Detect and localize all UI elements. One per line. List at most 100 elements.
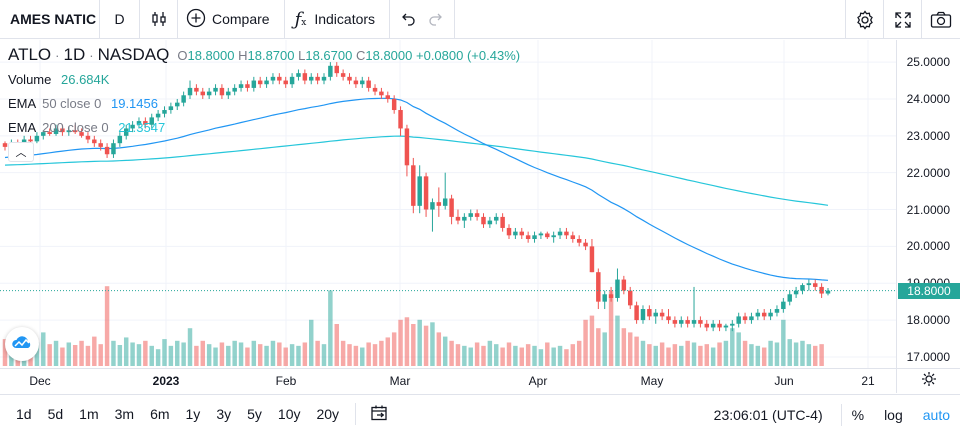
- candle-body: [328, 65, 333, 77]
- candle-body: [372, 87, 378, 92]
- volume-bar: [806, 344, 812, 366]
- ema200-legend[interactable]: EMA 200 close 0 21.3547: [8, 120, 165, 135]
- range-1y-button[interactable]: 1y: [185, 406, 201, 422]
- candle-body: [793, 290, 799, 295]
- ema50-legend[interactable]: EMA 50 close 0 19.1456: [8, 96, 158, 111]
- candle-body: [34, 135, 40, 142]
- price-chart[interactable]: [0, 40, 896, 368]
- candle-body: [825, 290, 831, 294]
- candle-body: [819, 286, 824, 294]
- candle-body: [679, 320, 684, 324]
- range-3y-button[interactable]: 3y: [216, 406, 232, 422]
- candle-body: [755, 312, 761, 317]
- price-tick-label: 24.0000: [906, 91, 950, 106]
- candle-body: [474, 213, 480, 217]
- volume-bar: [175, 340, 180, 366]
- volume-bar: [257, 344, 263, 366]
- interval-button[interactable]: D: [100, 0, 140, 39]
- redo-icon[interactable]: [428, 10, 444, 29]
- log-toggle[interactable]: log: [884, 406, 903, 423]
- candle-body: [130, 124, 135, 129]
- undo-icon[interactable]: [400, 10, 416, 29]
- range-20y-button[interactable]: 20y: [316, 406, 340, 422]
- candle-body: [730, 323, 735, 326]
- volume-bar: [608, 290, 614, 366]
- volume-bar: [494, 344, 499, 366]
- compare-button[interactable]: Compare: [178, 0, 285, 39]
- volume-bar: [468, 347, 473, 366]
- auto-toggle[interactable]: auto: [922, 406, 950, 423]
- volume-bar: [270, 340, 276, 366]
- ema200-line: [4, 135, 829, 206]
- camera-icon[interactable]: [921, 0, 960, 39]
- candle-body: [417, 176, 422, 206]
- legend-collapse-button[interactable]: ︿: [8, 142, 34, 162]
- volume-bar: [245, 347, 250, 366]
- candle-body: [104, 146, 110, 155]
- candles-icon[interactable]: [140, 0, 178, 39]
- candle-body: [640, 309, 646, 321]
- candle-body: [66, 130, 72, 133]
- toolbar-right: [845, 0, 960, 39]
- close-label: C: [355, 48, 366, 63]
- candle-body: [251, 80, 257, 88]
- volume-bar: [793, 342, 799, 366]
- settings-icon[interactable]: [845, 0, 883, 39]
- volume-bar: [194, 345, 199, 366]
- timezone-clock[interactable]: 23:06:01 (UTC-4): [696, 403, 842, 426]
- date-range-icon[interactable]: [364, 404, 394, 425]
- axis-settings-button[interactable]: [896, 368, 960, 393]
- time-tick-label: 21: [861, 374, 875, 388]
- candle-body: [379, 91, 384, 96]
- volume-bar: [136, 344, 142, 366]
- volume-legend[interactable]: Volume 26.684K: [8, 72, 109, 87]
- candle-body: [245, 84, 250, 88]
- range-3m-button[interactable]: 3m: [114, 406, 135, 422]
- candle-body: [187, 87, 193, 96]
- candle-body: [481, 216, 486, 225]
- range-5d-button[interactable]: 5d: [47, 406, 64, 422]
- price-axis[interactable]: 25.0000 24.0000 23.0000 22.0000 21.0000 20.00…: [896, 40, 960, 368]
- volume-bar: [545, 342, 550, 366]
- provider-logo[interactable]: [5, 327, 39, 361]
- candle-body: [487, 220, 493, 225]
- volume-bar: [506, 342, 512, 366]
- range-1d-button[interactable]: 1d: [16, 406, 32, 422]
- range-6m-button[interactable]: 6m: [150, 406, 170, 422]
- range-5y-button[interactable]: 5y: [247, 406, 262, 422]
- bottom-bar: 1d 5d 1m 3m 6m 1y 3y 5y 10y 20y 23:06:01…: [0, 394, 960, 433]
- volume-bar: [111, 340, 116, 366]
- range-1m-button[interactable]: 1m: [79, 406, 99, 422]
- volume-bar: [525, 344, 531, 366]
- symbol-search[interactable]: AMES NATIC: [0, 0, 100, 39]
- price-tick-label: 18.0000: [906, 313, 950, 328]
- candle-body: [717, 323, 722, 328]
- volume-bar: [487, 340, 493, 366]
- low-value: 18.6700: [305, 48, 353, 63]
- candle-body: [583, 242, 588, 247]
- candle-body: [47, 132, 52, 134]
- volume-bar: [500, 347, 505, 366]
- candle-body: [79, 132, 84, 136]
- percent-toggle[interactable]: %: [851, 406, 865, 423]
- symbol-legend: ATLO · 1D · NASDAQ O18.8000 H18.8700 L18…: [8, 45, 520, 65]
- candle-body: [155, 113, 161, 118]
- volume-bar: [123, 337, 129, 366]
- volume-bar: [755, 345, 761, 366]
- volume-bar: [41, 332, 46, 366]
- candle-body: [283, 80, 288, 85]
- volume-bar: [647, 344, 652, 366]
- range-10y-button[interactable]: 10y: [277, 406, 301, 422]
- volume-bar: [481, 345, 486, 366]
- time-axis[interactable]: Dec 2023 Feb Mar Apr May Jun 21: [0, 368, 896, 393]
- bottom-right-group: 23:06:01 (UTC-4) % log auto: [696, 395, 960, 433]
- volume-bar: [455, 344, 461, 366]
- indicators-button[interactable]: ƒx Indicators: [285, 0, 391, 39]
- volume-bar: [691, 342, 697, 366]
- volume-bar: [379, 340, 384, 366]
- candle-body: [685, 320, 690, 324]
- fullscreen-icon[interactable]: [883, 0, 921, 39]
- volume-bar: [200, 340, 206, 366]
- undo-redo-group: [390, 0, 456, 39]
- volume-bar: [532, 345, 537, 366]
